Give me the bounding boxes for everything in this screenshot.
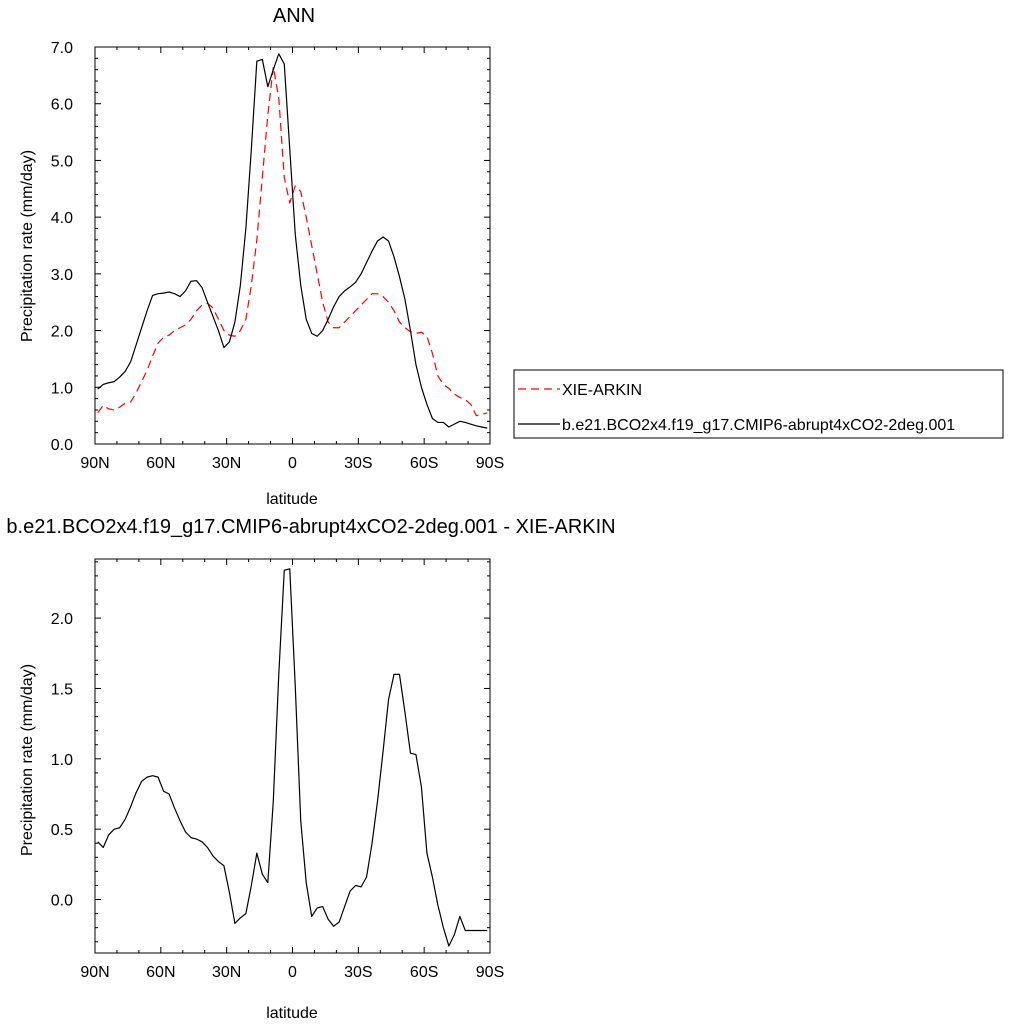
bottom-series-line-0: [97, 568, 488, 947]
top-panel: ANN 90N 60N 30N 0 30S 60S 90S 0.0 1.0 2.0 3.0 4.0 5.…: [19, 5, 1004, 508]
top-x-axis-label: latitude: [266, 491, 318, 508]
top-x-tick-label: 90N: [80, 455, 109, 472]
bottom-chart-title: b.e21.BCO2x4.f19_g17.CMIP6-abrupt4xCO2-2…: [6, 516, 615, 538]
top-y-tick-label: 5.0: [51, 153, 73, 170]
top-legend: XIE-ARKIN b.e21.BCO2x4.f19_g17.CMIP6-abr…: [513, 369, 1004, 439]
bottom-plot-area: 90N 60N 30N 0 30S 60S 90S 0.0 0.5 1.0 1.5 2.0: [51, 558, 504, 981]
top-chart-title: ANN: [273, 5, 315, 27]
top-x-tick-label: 30N: [212, 455, 241, 472]
top-x-tick-label: 90S: [476, 455, 504, 472]
bottom-panel: b.e21.BCO2x4.f19_g17.CMIP6-abrupt4xCO2-2…: [6, 516, 615, 1022]
top-y-tick-label: 7.0: [51, 40, 73, 57]
bottom-y-tick-label: 0.0: [51, 893, 73, 910]
bottom-x-tick-label: 90S: [476, 964, 504, 981]
top-y-tick-label: 6.0: [51, 97, 73, 114]
bottom-x-tick-label: 30S: [344, 964, 372, 981]
top-y-tick-label: 1.0: [51, 380, 73, 397]
bottom-x-tick-label: 60S: [410, 964, 438, 981]
bottom-x-tick-label: 30N: [212, 964, 241, 981]
top-plot-area: 90N 60N 30N 0 30S 60S 90S 0.0 1.0 2.0 3.0 4.0 5.0 6.0…: [51, 40, 504, 472]
bottom-y-axis-label: Precipitation rate (mm/day): [19, 664, 36, 856]
top-x-tick-label: 60S: [410, 455, 438, 472]
bottom-y-tick-label: 1.5: [51, 681, 73, 698]
top-y-tick-label: 4.0: [51, 210, 73, 227]
top-y-tick-label: 3.0: [51, 267, 73, 284]
bottom-y-tick-label: 0.5: [51, 822, 73, 839]
top-x-tick-label: 60N: [146, 455, 175, 472]
top-y-tick-label: 2.0: [51, 324, 73, 341]
top-y-axis-label: Precipitation rate (mm/day): [19, 150, 36, 342]
legend-label-xie-arkin: XIE-ARKIN: [562, 382, 642, 399]
top-series-line-1: [97, 53, 488, 429]
bottom-x-tick-label: 90N: [80, 964, 109, 981]
bottom-y-tick-label: 1.0: [51, 752, 73, 769]
bottom-x-tick-label: 60N: [146, 964, 175, 981]
legend-label-model: b.e21.BCO2x4.f19_g17.CMIP6-abrupt4xCO2-2…: [562, 417, 955, 434]
top-y-tick-label: 0.0: [51, 437, 73, 454]
top-series-line-0: [97, 66, 488, 417]
bottom-x-tick-label: 0: [288, 964, 297, 981]
legend-box: [513, 369, 1004, 439]
top-plot-frame: [94, 46, 491, 445]
top-x-tick-label: 0: [288, 455, 297, 472]
bottom-x-axis-label: latitude: [266, 1005, 318, 1022]
top-x-tick-label: 30S: [344, 455, 372, 472]
bottom-y-tick-label: 2.0: [51, 611, 73, 628]
